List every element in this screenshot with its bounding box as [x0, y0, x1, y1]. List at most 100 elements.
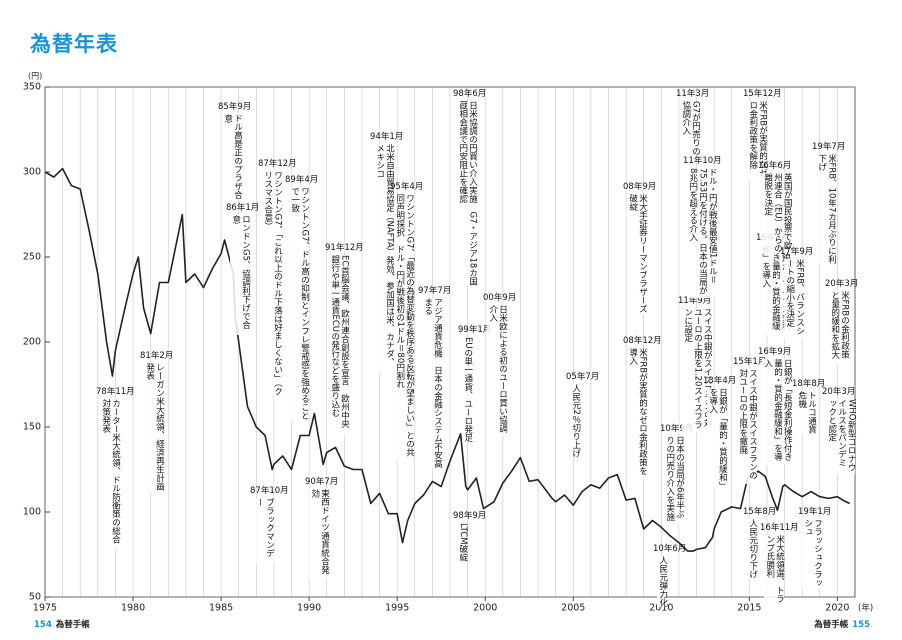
annotation-date: 20年3月 — [822, 387, 856, 397]
annotation-date: 11年9月 — [678, 296, 712, 306]
annotation-date: 11年3月 — [676, 89, 710, 99]
annotation-date: 16年6月 — [758, 161, 792, 171]
annotation-text: 東西ドイツ通貨統合発効 — [309, 489, 330, 579]
y-tick-label: 100 — [23, 507, 41, 518]
footer-left: 154 為替手帳 — [30, 618, 90, 630]
annotation-text: LTCM破綻 — [457, 523, 468, 562]
annotation-text: 米FRB、10年7カ月ぶりに利下げ — [816, 154, 837, 264]
x-tick-label: 2015 — [737, 603, 761, 614]
annotation-text: 日米協調の円買い介入実施 G7・アジア18カ国蔵相会議で円安阻止を確認 — [457, 101, 478, 286]
annotation-date: 86年1月 — [226, 203, 260, 213]
annotation-text: 日本の当局が6年半ぶりの円売り介入を実施 — [664, 436, 685, 526]
annotation-date: 91年12月 — [325, 243, 364, 253]
annotation-text: レーガン米大統領、経済再生計画発表 — [144, 363, 165, 493]
annotation-text: EUの単一通貨、ユーロ発足 — [462, 337, 473, 443]
annotation-text: カーター米大統領、ドル防衛策の総合対策発表 — [100, 399, 121, 549]
annotation-text: ドル・円が戦後最安値1ドル＝75.53円を付ける。日本の当局が8兆円を超える介入 — [687, 168, 717, 298]
annotation-date: 98年9月 — [453, 511, 487, 521]
annotation-text: ブラックマンデー — [254, 498, 275, 563]
annotation-text: 米FRBの金利政策と量的緩和を拡大 — [829, 291, 850, 366]
annotation-text: 米大統領選、トランプ氏勝利 — [764, 535, 785, 605]
x-tick-label: 1980 — [121, 603, 145, 614]
annotation-text: 日米欧による初のユーロ買い協調介入 — [487, 305, 508, 435]
annotation-text: 人民元切り下げ — [747, 519, 758, 579]
annotation-date: 17年9月 — [780, 247, 814, 257]
x-tick-label: 1975 — [33, 603, 57, 614]
annotation-date: 98年6月 — [453, 89, 487, 99]
annotation-text: トルコ通貨危機 — [796, 391, 817, 436]
y-tick-label: 200 — [23, 337, 41, 348]
annotation-date: 15年12月 — [743, 89, 782, 99]
annotation-text: 人民元2％切り上げ — [570, 384, 581, 458]
annotation-date: 78年11月 — [96, 387, 135, 397]
annotation-date: 89年4月 — [285, 175, 319, 185]
annotation-date: 20年3月 — [825, 279, 859, 289]
x-tick-label: 2005 — [561, 603, 585, 614]
annotation-date: 08年9月 — [623, 182, 657, 192]
y-tick-label: 350 — [23, 82, 41, 93]
annotation-text: 北米自由貿易協定（NAFTA）発効、参加国は米、カナダ、メキシコ — [374, 144, 395, 374]
annotation-date: 94年1月 — [370, 132, 404, 142]
annotation-text: ドル高是正のプラザ合意 — [222, 114, 243, 199]
x-tick-label: 2010 — [649, 603, 673, 614]
annotation-text: フラッシュクラッシュ — [802, 519, 823, 589]
footer-right: 為替手帳 155 — [814, 618, 874, 630]
annotation-text: 英国が国民投票で欧州連合（EU）からの離脱を決定 — [762, 173, 793, 253]
y-tick-label: 300 — [23, 167, 41, 178]
x-tick-label: 1990 — [297, 603, 321, 614]
annotation-date: 16年11月 — [760, 523, 799, 533]
page-number: 154 — [34, 620, 52, 630]
y-unit: (円) — [28, 72, 42, 81]
page-number: 155 — [852, 620, 870, 630]
annotation-text: スイス中銀がスイスフランの対ユーロの上限を1.20スイスフランに設定 — [682, 308, 712, 433]
annotation-date: 87年10月 — [250, 486, 289, 496]
page-title: 為替年表 — [30, 32, 118, 56]
annotation-date: 10年9月 — [660, 424, 694, 434]
annotation-date: 05年7月 — [566, 372, 600, 382]
annotation-date: 13年4月 — [703, 376, 737, 386]
annotation-date: 85年9月 — [218, 102, 252, 112]
annotation-date: 87年12月 — [258, 159, 297, 169]
annotation-text: アジア通貨危機 日本の金融システム不安高まる — [422, 298, 443, 468]
annotation-date: 99年1月 — [458, 325, 492, 335]
x-tick-label: 1985 — [209, 603, 233, 614]
annotation-text: 日銀が「量的・質的緩和」を導入 — [707, 388, 728, 488]
annotation-text: 人民元弾力化 — [657, 556, 668, 607]
x-tick-label: 2020 — [825, 603, 849, 614]
annotation-text: 米FRBが実質的なゼロ金利政策を解除 — [747, 101, 768, 181]
annotation-date: 19年1月 — [798, 507, 832, 517]
annotation-date: 15年8月 — [743, 507, 777, 517]
footer-text: 為替手帳 — [55, 620, 90, 630]
x-tick-label: 1995 — [385, 603, 409, 614]
annotation-date: 16年9月 — [758, 347, 792, 357]
annotation-text: EC首脳会議、欧州連合創設を宣言 欧州中央銀行や単一通貨ECUの発行などを盛り込… — [329, 255, 350, 435]
y-tick-label: 50 — [29, 592, 41, 603]
annotation-date: 15年1月 — [733, 357, 767, 367]
annotation-text: G7が円売りの協調介入 — [680, 101, 701, 156]
y-tick-label: 150 — [23, 422, 41, 433]
annotation-text: ワシントンG7、「最近の為替変動を秩序ある反転が望ましい」との共同声明採択 ドル… — [394, 194, 415, 459]
annotation-date: 00年9月 — [483, 293, 517, 303]
annotation-date: 19年7月 — [812, 142, 846, 152]
x-tick-label: 2000 — [473, 603, 497, 614]
annotation-text: ロンドンG5、協調利下げで合意 — [230, 215, 251, 335]
annotation-text: WHO新型コロナウイルスをパンデミックと認定 — [826, 399, 856, 474]
annotation-text: ワシントンG7、「これ以上のドル下落は好ましくない」（クリスマス合意） — [262, 171, 283, 396]
annotation-date: 81年2月 — [140, 351, 174, 361]
annotation-text: 米FRB、バランスシートの縮小を決定 — [784, 259, 805, 339]
annotation-date: 08年12月 — [623, 336, 662, 346]
annotation-date: 97年7月 — [418, 286, 452, 296]
annotation-text: スイス中銀がスイスフランの対ユーロの上限を撤廃 — [737, 369, 758, 484]
annotation-date: 11年10月 — [683, 156, 722, 166]
footer-text: 為替手帳 — [814, 620, 849, 630]
x-unit: (年) — [858, 603, 873, 614]
annotation-text: 米FRBが実質的なゼロ金利政策を導入 — [627, 348, 648, 478]
annotation-date: 90年7月 — [305, 477, 339, 487]
annotation-text: ワシントンG7、ドル高の抑制とインフレ警戒感を強めることで一致 — [289, 187, 310, 422]
annotation-text: 米大手証券リーマンブラザーズ破綻 — [627, 194, 648, 314]
annotation-date: 18年8月 — [792, 379, 826, 389]
price-line — [44, 167, 851, 552]
annotation-date: 95年4月 — [390, 182, 424, 192]
